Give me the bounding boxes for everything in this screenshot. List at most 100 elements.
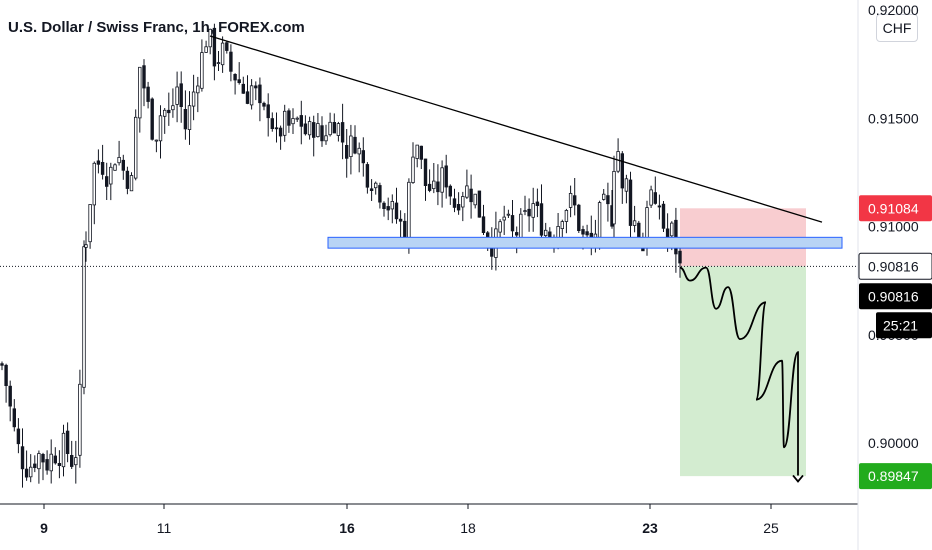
- support-zone-box[interactable]: [327, 236, 843, 249]
- candle-body: [92, 162, 96, 206]
- candle-body: [357, 147, 361, 155]
- candle-body: [373, 182, 378, 189]
- candle-body: [394, 202, 399, 220]
- candle-body: [678, 250, 682, 264]
- last-price-label: 0.90816: [859, 283, 932, 310]
- candle-body: [216, 62, 221, 64]
- take-profit-zone: [680, 266, 806, 477]
- candle-body: [502, 216, 506, 221]
- candle-body: [299, 115, 303, 127]
- take-profit-label: 0.89847: [859, 463, 932, 490]
- entry-value: 0.90816: [868, 258, 919, 274]
- candle-body: [287, 110, 291, 126]
- candle-body: [41, 453, 45, 463]
- candle-body: [138, 66, 142, 119]
- candle-body: [415, 144, 419, 159]
- candle-body: [158, 115, 163, 142]
- candle-body: [311, 122, 316, 138]
- candle-body: [303, 123, 308, 135]
- x-tick-label: 23: [642, 520, 658, 536]
- candle-body: [361, 150, 365, 164]
- candle-body: [527, 208, 531, 217]
- candle-body: [452, 198, 457, 208]
- candle-body: [436, 181, 440, 193]
- chart-title: U.S. Dollar / Swiss Franc, 1h, FOREX.com: [8, 19, 305, 36]
- candle-body: [237, 79, 241, 83]
- candle-body: [577, 204, 581, 231]
- candle-body: [16, 428, 21, 445]
- candle-body: [606, 195, 610, 205]
- candle-body: [581, 229, 585, 235]
- currency-badge[interactable]: CHF: [876, 14, 918, 42]
- candle-body: [241, 83, 245, 94]
- candle-body: [49, 453, 53, 472]
- candle-body: [200, 52, 204, 89]
- candle-body: [204, 46, 208, 53]
- candle-body: [369, 188, 374, 192]
- candle-body: [320, 125, 324, 142]
- y-tick-label: 0.91500: [868, 110, 919, 126]
- candle-body: [191, 91, 196, 107]
- candle-body: [262, 102, 266, 107]
- candle-body: [78, 383, 82, 456]
- candle-body: [477, 190, 482, 218]
- candle-body: [167, 109, 171, 114]
- last-price-value: 0.90816: [868, 288, 919, 304]
- candle-body: [150, 98, 154, 140]
- y-tick-label: 0.92000: [868, 2, 919, 18]
- candle-body: [427, 183, 432, 191]
- candle-body: [70, 454, 74, 467]
- y-tick-label: 0.91000: [868, 219, 919, 235]
- candle-body: [444, 165, 448, 188]
- candle-body: [649, 189, 653, 206]
- candle-body: [100, 161, 105, 175]
- candle-body: [469, 188, 473, 203]
- candle-body: [653, 192, 657, 204]
- candle-body: [82, 246, 86, 388]
- candle-body: [544, 229, 548, 237]
- candle-body: [407, 181, 411, 241]
- take-profit-value: 0.89847: [868, 468, 919, 484]
- candle-body: [105, 176, 109, 187]
- candle-body: [220, 42, 225, 66]
- candle-body: [365, 164, 370, 188]
- candle-body: [344, 144, 349, 159]
- candle-body: [670, 222, 674, 237]
- candle-body: [57, 462, 62, 466]
- candle-body: [432, 180, 436, 190]
- candle-body: [473, 193, 477, 206]
- projection-arrowhead: [792, 474, 804, 483]
- candle-body: [175, 86, 179, 105]
- stop-loss-label: 0.91084: [859, 195, 932, 222]
- candle-body: [212, 27, 217, 67]
- candle-body: [506, 213, 511, 216]
- x-tick-label: 16: [339, 520, 355, 536]
- candle-body: [96, 160, 101, 165]
- x-tick-label: 25: [763, 520, 779, 536]
- drawings-group: [209, 35, 843, 483]
- candle-body: [657, 205, 662, 208]
- candle-body: [233, 74, 237, 81]
- candle-body: [113, 164, 117, 171]
- candle-body: [510, 215, 515, 232]
- candle-body: [328, 121, 332, 136]
- candle-body: [461, 196, 465, 208]
- candle-body: [481, 216, 486, 234]
- candle-body: [378, 185, 382, 203]
- candle-body: [324, 135, 328, 142]
- candle-body: [616, 151, 620, 172]
- candle-body: [109, 166, 113, 185]
- candle-body: [20, 446, 25, 470]
- candle-body: [278, 127, 283, 137]
- candle-body: [382, 202, 386, 209]
- candle-body: [179, 83, 183, 108]
- candle-body: [245, 91, 250, 104]
- candle-body: [28, 466, 33, 478]
- candle-body: [519, 213, 523, 239]
- projected-path[interactable]: [679, 266, 799, 476]
- candle-body: [564, 209, 569, 222]
- candle-body: [353, 136, 357, 154]
- resistance-trendline[interactable]: [209, 35, 823, 223]
